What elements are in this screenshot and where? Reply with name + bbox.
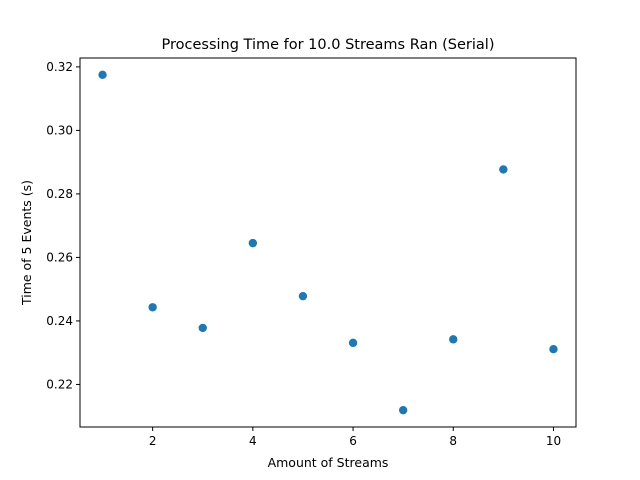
y-tick-label: 0.26	[46, 250, 73, 264]
x-axis-label: Amount of Streams	[268, 455, 389, 470]
y-tick-label: 0.30	[46, 123, 73, 137]
x-tick-label: 2	[149, 434, 157, 448]
data-point	[148, 303, 157, 312]
chart-title: Processing Time for 10.0 Streams Ran (Se…	[162, 37, 495, 53]
x-tick-label: 8	[449, 434, 457, 448]
plot-area-frame	[79, 57, 577, 428]
y-axis-label: Time of 5 Events (s)	[19, 180, 34, 306]
data-point	[198, 323, 207, 333]
axis-ticks: 2 4 6 8 10 0.22 0.24 0.26 0.28 0.30 0.32	[46, 60, 561, 448]
y-tick-label: 0.32	[46, 60, 73, 74]
data-point	[98, 70, 107, 80]
x-tick-label: 4	[249, 434, 257, 448]
data-point	[348, 338, 358, 348]
data-point	[248, 238, 258, 248]
data-point	[549, 344, 558, 354]
data-points	[98, 70, 558, 415]
y-tick-label: 0.24	[46, 314, 73, 328]
y-tick-label: 0.22	[46, 377, 73, 391]
data-point	[398, 405, 408, 415]
y-tick-label: 0.28	[46, 187, 73, 201]
x-tick-label: 10	[546, 434, 561, 448]
data-point	[499, 165, 508, 174]
data-point	[449, 335, 458, 344]
data-point	[298, 291, 308, 301]
x-tick-label: 6	[349, 434, 357, 448]
